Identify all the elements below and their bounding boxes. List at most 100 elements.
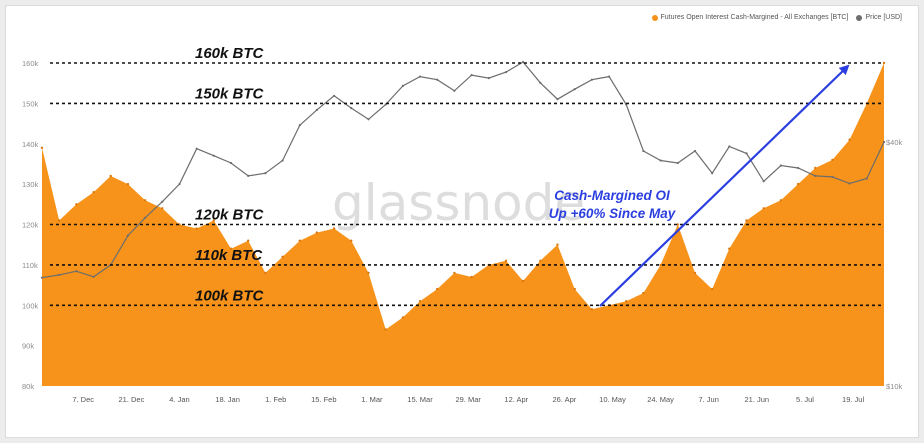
- y-tick-label: 90k: [22, 342, 34, 351]
- y-tick-label: 100k: [22, 301, 39, 310]
- open-interest-point: [521, 279, 525, 283]
- open-interest-point: [556, 243, 559, 246]
- open-interest-point: [264, 271, 267, 275]
- price-point: [504, 71, 508, 74]
- reference-line-label: 120k BTC: [195, 207, 265, 224]
- price-point: [92, 275, 95, 278]
- open-interest-point: [332, 227, 336, 230]
- price-point: [315, 108, 318, 111]
- chart-legend: Futures Open Interest Cash-Margined - Al…: [651, 14, 902, 21]
- price-point: [590, 78, 594, 81]
- open-interest-point: [642, 291, 645, 295]
- price-point: [58, 273, 61, 276]
- price-point: [436, 78, 439, 81]
- open-interest-point: [676, 223, 679, 226]
- price-point: [144, 216, 147, 219]
- y-tick-label: 110k: [22, 261, 38, 270]
- price-point: [333, 94, 336, 97]
- price-point: [247, 174, 250, 177]
- y-tick-label: 160k: [22, 59, 39, 68]
- open-interest-area-layer: [40, 61, 886, 386]
- legend-swatch-price: [856, 14, 863, 21]
- price-point: [831, 175, 834, 178]
- open-interest-point: [350, 239, 353, 242]
- price-point: [264, 172, 267, 175]
- price-point: [882, 140, 886, 144]
- open-interest-point: [882, 61, 886, 65]
- price-point: [487, 77, 490, 80]
- open-interest-point: [40, 146, 44, 149]
- open-interest-point: [573, 287, 576, 291]
- open-interest-point: [693, 271, 697, 275]
- x-tick-label: 19. Jul: [842, 395, 864, 404]
- price-point: [212, 154, 215, 157]
- open-interest-point: [590, 308, 594, 311]
- open-interest-point: [212, 219, 215, 222]
- open-interest-point: [453, 271, 456, 275]
- legend-item-price[interactable]: Price [USD]: [856, 14, 902, 21]
- open-interest-point: [281, 255, 284, 258]
- x-tick-label: 1. Feb: [265, 395, 286, 404]
- y-tick-label: 140k: [22, 140, 39, 149]
- y-axis-ticks: 80k 90k 100k 110k 120k 130k 140k 150k 160k: [22, 59, 39, 391]
- price-point: [539, 81, 542, 84]
- open-interest-point: [109, 174, 112, 178]
- x-tick-label: 7. Jun: [698, 395, 718, 404]
- x-axis-ticks: 7. Dec 21. Dec 4. Jan 18. Jan 1. Feb 15. Feb 1…: [72, 395, 864, 404]
- open-interest-point: [315, 231, 319, 234]
- legend-label-price: Price [USD]: [865, 14, 902, 21]
- price-point: [573, 88, 576, 91]
- x-tick-label: 21. Dec: [118, 395, 144, 404]
- y-right-tick-label: $40k: [886, 138, 903, 147]
- open-interest-point: [848, 138, 851, 141]
- x-tick-label: 7. Dec: [72, 395, 94, 404]
- reference-line-label: 110k BTC: [195, 247, 263, 264]
- open-interest-point: [126, 182, 130, 186]
- open-interest-area: [42, 63, 884, 386]
- open-interest-point: [367, 271, 370, 275]
- y-tick-label: 80k: [22, 382, 34, 391]
- price-point: [161, 200, 164, 203]
- open-interest-point: [762, 207, 765, 210]
- x-tick-label: 12. Apr: [504, 395, 528, 404]
- open-interest-point: [195, 227, 198, 230]
- price-point: [75, 270, 78, 273]
- y-tick-label: 120k: [22, 221, 39, 230]
- x-tick-label: 18. Jan: [215, 395, 240, 404]
- open-interest-point: [625, 300, 628, 303]
- price-point: [281, 159, 284, 162]
- open-interest-point: [384, 328, 387, 331]
- reference-line-label: 100k BTC: [195, 287, 265, 304]
- open-interest-point: [436, 287, 439, 291]
- price-point: [229, 161, 233, 165]
- price-point: [556, 98, 559, 101]
- legend-label-open-interest: Futures Open Interest Cash-Margined - Al…: [660, 14, 849, 21]
- price-point: [298, 124, 301, 127]
- y-tick-label: 150k: [22, 99, 39, 108]
- x-tick-label: 21. Jun: [744, 395, 769, 404]
- reference-line-label: 150k BTC: [195, 85, 265, 102]
- price-point: [350, 107, 353, 110]
- price-point: [848, 182, 851, 185]
- price-point: [676, 161, 679, 165]
- reference-lines-layer: 160k BTC 150k BTC 120k BTC 110k BTC 100k BTC: [50, 45, 882, 307]
- price-point: [728, 145, 731, 148]
- open-interest-point: [539, 259, 542, 262]
- price-point: [418, 75, 422, 78]
- price-point: [126, 234, 129, 237]
- legend-item-open-interest[interactable]: Futures Open Interest Cash-Margined - Al…: [651, 14, 849, 21]
- watermark: glassnode: [332, 174, 585, 232]
- price-point: [367, 118, 370, 121]
- open-interest-point: [229, 247, 233, 250]
- open-interest-point: [779, 199, 783, 202]
- open-interest-point: [796, 182, 800, 186]
- open-interest-point: [814, 166, 817, 170]
- price-point: [522, 60, 525, 64]
- price-point: [178, 182, 181, 186]
- price-point: [745, 152, 748, 155]
- x-tick-label: 1. Mar: [361, 395, 383, 404]
- x-tick-label: 15. Feb: [311, 395, 336, 404]
- open-interest-point: [58, 219, 61, 222]
- x-tick-label: 24. May: [647, 395, 674, 404]
